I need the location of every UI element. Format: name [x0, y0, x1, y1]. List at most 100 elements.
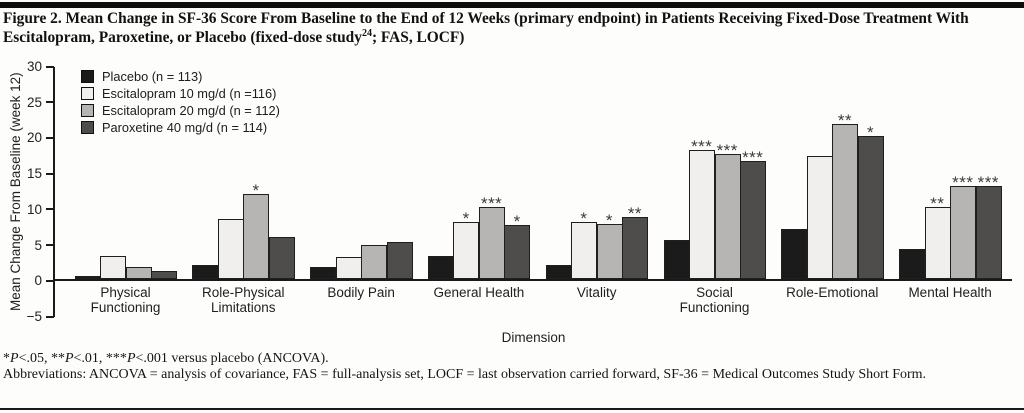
category-label: Role-Emotional	[786, 285, 879, 301]
legend-item: Placebo (n = 113)	[81, 68, 280, 85]
bar	[151, 270, 177, 280]
bar	[975, 186, 1002, 280]
bar	[243, 193, 270, 280]
category-label: Physical Functioning	[90, 285, 161, 316]
bar	[689, 150, 715, 280]
y-tick	[46, 136, 54, 139]
category-label: General Health	[433, 285, 525, 301]
bar	[192, 265, 219, 280]
footnote-segment: <.01, ***	[73, 351, 127, 366]
footnote-segment: *	[3, 351, 10, 366]
bar	[217, 219, 244, 280]
significance-marker: *	[605, 210, 613, 230]
y-tick-label: 30	[26, 59, 42, 74]
bar	[335, 257, 362, 280]
legend-label: Paroxetine 40 mg/d (n = 114)	[102, 120, 268, 135]
y-tick-label: 0	[34, 273, 42, 289]
bar	[857, 135, 884, 280]
y-tick	[46, 208, 54, 211]
y-tick	[46, 244, 54, 247]
bar	[504, 225, 531, 280]
y-tick-label: 5	[34, 237, 42, 253]
significance-marker: ***	[977, 173, 1000, 193]
bar	[622, 217, 649, 280]
legend: Placebo (n = 113) Escitalopram 10 mg/d (n…	[81, 68, 280, 136]
abbreviations-footnote: Abbreviations: ANCOVA = analysis of cova…	[3, 367, 927, 382]
significance-marker: ***	[742, 148, 764, 168]
significance-marker: ***	[691, 137, 713, 156]
bar	[427, 256, 454, 280]
bar	[924, 207, 951, 280]
figure-title-superscript: 24	[361, 27, 372, 39]
bar	[125, 267, 152, 280]
legend-swatch	[81, 121, 94, 134]
bar	[100, 255, 126, 280]
significance-marker: ***	[480, 194, 503, 214]
bar	[268, 237, 295, 280]
bar	[806, 155, 833, 280]
bar	[545, 265, 572, 280]
legend-label: Escitalopram 10 mg/d (n =116)	[102, 86, 277, 101]
y-tick-label: 25	[26, 94, 42, 110]
category-label: Mental Health	[908, 285, 992, 301]
legend-item: Escitalopram 20 mg/d (n = 112)	[81, 102, 280, 119]
y-tick	[46, 172, 54, 175]
plot-area: 30 25 20 15 10 5 0 −5 Physical Functioning * Role-…	[27, 59, 1012, 324]
footnote-segment: <.001 versus placebo (ANCOVA).	[135, 351, 329, 366]
category-label: Social Functioning	[679, 285, 750, 316]
y-tick	[46, 65, 54, 68]
bar	[74, 275, 101, 280]
bottom-rule	[0, 408, 1024, 410]
figure-title: Figure 2. Mean Change in SF-36 Score Fro…	[3, 9, 1021, 47]
bar	[740, 161, 766, 280]
significance-marker: ***	[952, 173, 974, 193]
y-tick	[46, 101, 54, 104]
category-label: Vitality	[576, 285, 617, 301]
footnote-segment: <.05, **	[18, 351, 65, 366]
significance-marker: **	[837, 111, 853, 131]
significance-marker: **	[627, 204, 643, 224]
bar	[361, 245, 388, 280]
significance-marker: *	[252, 180, 260, 200]
bar	[310, 267, 337, 280]
top-rule	[0, 2, 1024, 8]
significance-marker: *	[866, 122, 875, 142]
footnote-segment: P	[126, 351, 136, 366]
legend-swatch	[81, 87, 94, 100]
footnote-segment: P	[10, 351, 19, 366]
y-tick-label: −5	[26, 309, 42, 324]
legend-swatch	[81, 70, 94, 83]
figure-title-text: Figure 2. Mean Change in SF-36 Score Fro…	[3, 10, 969, 46]
significance-marker: *	[580, 209, 588, 229]
x-axis-title: Dimension	[501, 330, 566, 345]
bar	[663, 240, 690, 280]
legend-label: Escitalopram 20 mg/d (n = 112)	[102, 103, 280, 118]
y-tick-label: 20	[26, 130, 42, 146]
x-baseline	[53, 279, 1012, 282]
bar	[950, 186, 977, 280]
significance-marker: ***	[716, 141, 738, 161]
bar	[714, 154, 741, 280]
category-label: Bodily Pain	[327, 285, 395, 301]
y-tick-label: 10	[26, 201, 42, 217]
bar	[899, 248, 926, 280]
footnote-segment: P	[64, 351, 74, 366]
bar	[832, 124, 859, 280]
bar	[453, 222, 480, 280]
significance-marker: *	[462, 209, 470, 229]
bar	[571, 222, 598, 280]
y-tick-label: 15	[26, 166, 42, 182]
bar	[386, 242, 413, 280]
y-tick	[46, 315, 54, 318]
category-label: Role-Physical Limitations	[202, 285, 285, 316]
figure-title-tail: ; FAS, LOCF)	[371, 29, 465, 46]
legend-swatch	[81, 104, 94, 117]
significance-marker: *	[513, 212, 521, 231]
significance-footnote: *P<.05, **P<.01, ***P<.001 versus placeb…	[3, 351, 1019, 367]
legend-item: Escitalopram 10 mg/d (n =116)	[81, 85, 280, 102]
legend-item: Paroxetine 40 mg/d (n = 114)	[81, 119, 280, 136]
legend-label: Placebo (n = 113)	[102, 69, 203, 84]
y-tick	[46, 279, 54, 282]
bar	[781, 229, 808, 280]
